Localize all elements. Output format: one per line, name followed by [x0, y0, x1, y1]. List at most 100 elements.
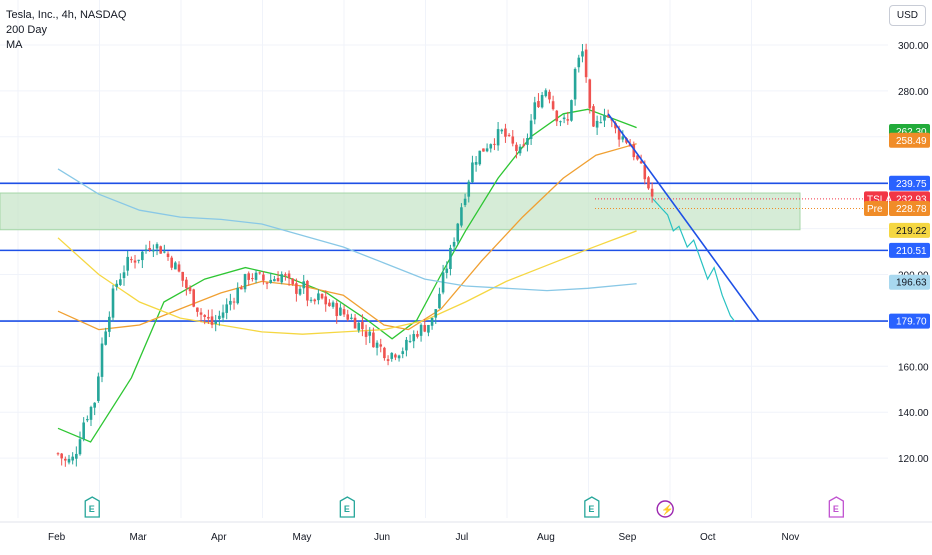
earnings-marker — [584, 496, 600, 518]
candle-body — [441, 272, 445, 293]
candle-body — [581, 51, 584, 57]
price-tag-label: 262.30 — [896, 127, 927, 138]
candle-body — [632, 144, 636, 158]
candle-body — [328, 302, 331, 307]
candle-body — [533, 102, 537, 120]
trend-line — [607, 113, 760, 322]
candle-body — [617, 129, 621, 140]
candle-body — [93, 402, 96, 408]
candle-body — [115, 283, 118, 287]
price-tag — [889, 313, 930, 329]
candle-body — [339, 307, 342, 316]
candle-body — [566, 119, 570, 121]
candle-body — [471, 162, 474, 183]
candle-body — [291, 278, 295, 285]
candle-body — [383, 347, 386, 359]
candle-body — [232, 301, 236, 303]
candle-body — [559, 121, 562, 123]
candle-body — [379, 344, 383, 347]
candle-body — [621, 136, 625, 140]
candle-body — [119, 279, 122, 285]
candle-body — [192, 289, 195, 307]
candle-body — [137, 259, 140, 261]
candle-body — [650, 188, 654, 197]
candle-body — [133, 260, 137, 263]
x-tick-label: Mar — [130, 532, 148, 543]
candle-body — [280, 274, 284, 283]
candle-body — [254, 272, 258, 280]
candle-body — [346, 314, 350, 320]
candle-body — [599, 122, 603, 124]
candle-body — [225, 304, 229, 313]
candle-body — [148, 248, 151, 250]
price-tag-prefix-box — [864, 200, 888, 216]
candle-body — [163, 251, 166, 253]
candle-body — [89, 406, 93, 420]
price-tag — [889, 132, 930, 148]
candle-body — [251, 278, 254, 280]
candle-body — [397, 355, 401, 359]
candle-body — [144, 249, 148, 251]
candle-body — [636, 155, 639, 160]
candle-body — [584, 49, 588, 78]
chart-legend: Tesla, Inc., 4h, NASDAQ 200 Day MA — [6, 8, 126, 53]
candle-body — [207, 316, 210, 319]
moving-average-line — [57, 230, 637, 335]
candle-body — [166, 253, 170, 257]
candle-body — [467, 181, 471, 197]
x-tick-label: Jul — [456, 532, 469, 543]
earnings-marker-label: E — [344, 504, 350, 514]
candle-body — [284, 274, 287, 276]
candle-body — [269, 279, 273, 283]
candle-body — [287, 273, 291, 279]
candle-body — [540, 94, 544, 108]
candle-body — [313, 299, 317, 302]
candle-body — [390, 352, 394, 359]
candle-body — [218, 315, 221, 320]
x-tick-label: Nov — [782, 532, 800, 543]
y-tick-label: 140.00 — [898, 408, 929, 419]
candle-body — [489, 144, 493, 149]
candle-body — [196, 307, 199, 312]
price-tag-label: 228.78 — [896, 204, 927, 215]
candle-body — [331, 302, 335, 307]
candle-body — [434, 309, 438, 318]
candle-body — [56, 453, 60, 455]
candle-body — [86, 419, 89, 421]
candle-body — [526, 138, 529, 145]
candle-body — [243, 274, 247, 290]
candle-body — [324, 296, 328, 305]
x-tick-label: Apr — [211, 532, 227, 543]
candle-body — [500, 129, 504, 132]
x-tick-label: Oct — [700, 532, 716, 543]
candle-body — [111, 288, 115, 318]
x-tick-label: Sep — [619, 532, 637, 543]
candle-body — [361, 321, 364, 330]
indicator-name-2: MA — [6, 39, 23, 51]
candle-body — [639, 161, 643, 164]
candle-body — [419, 324, 423, 336]
candle-body — [236, 287, 240, 304]
candle-body — [438, 293, 441, 309]
candle-body — [394, 354, 397, 358]
candle-body — [247, 273, 251, 280]
candle-body — [258, 272, 262, 274]
dividend-marker — [656, 500, 674, 518]
earnings-marker — [84, 496, 100, 518]
candle-body — [353, 317, 357, 329]
currency-button[interactable]: USD — [888, 5, 926, 26]
candle-body — [276, 278, 280, 282]
candle-body — [273, 279, 276, 282]
candle-body — [306, 280, 309, 301]
candle-body — [364, 331, 368, 337]
candle-body — [507, 134, 511, 136]
candle-body — [335, 303, 339, 317]
candle-body — [126, 256, 129, 271]
candle-body — [544, 90, 548, 97]
candle-body — [265, 282, 269, 284]
price-tag-label: 196.63 — [896, 278, 927, 289]
candle-body — [170, 257, 173, 268]
candle-body — [60, 453, 63, 459]
